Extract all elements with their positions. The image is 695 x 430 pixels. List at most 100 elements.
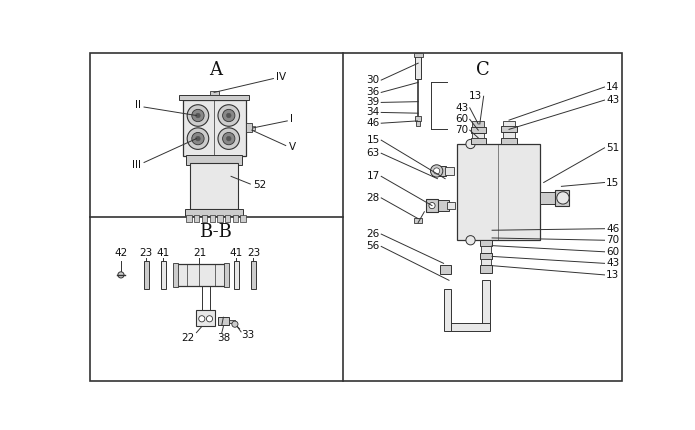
Bar [185, 209, 243, 215]
Circle shape [466, 139, 475, 149]
Circle shape [218, 128, 240, 149]
Bar [414, 53, 423, 57]
Bar [426, 200, 438, 212]
Circle shape [227, 113, 231, 118]
Circle shape [195, 136, 200, 141]
Bar [251, 261, 256, 289]
Bar [432, 166, 446, 176]
Text: 70: 70 [455, 125, 468, 135]
Bar [457, 144, 540, 240]
Text: I: I [291, 114, 293, 123]
Bar [209, 91, 219, 95]
Text: II: II [135, 101, 141, 111]
Text: 17: 17 [366, 171, 379, 181]
Bar [448, 323, 490, 331]
Circle shape [192, 132, 204, 145]
Circle shape [466, 236, 475, 245]
Circle shape [222, 109, 235, 122]
Bar [218, 215, 222, 222]
Bar [233, 215, 238, 222]
Circle shape [434, 168, 440, 174]
Circle shape [118, 272, 124, 278]
Bar [218, 317, 229, 325]
Text: 39: 39 [366, 98, 379, 108]
Text: 43: 43 [606, 95, 619, 105]
Bar [472, 121, 484, 127]
Text: 13: 13 [469, 91, 482, 101]
Bar [240, 215, 246, 222]
Text: 41: 41 [156, 248, 170, 258]
Bar [432, 200, 449, 211]
Circle shape [206, 316, 213, 322]
Text: 23: 23 [247, 248, 260, 258]
Text: C: C [476, 61, 490, 79]
Text: 41: 41 [230, 248, 243, 258]
Circle shape [192, 109, 204, 122]
Text: 34: 34 [366, 108, 379, 117]
Bar [175, 264, 227, 286]
Text: 46: 46 [606, 224, 619, 233]
Text: 60: 60 [606, 247, 619, 257]
Bar [448, 202, 455, 209]
Bar [482, 259, 491, 265]
Circle shape [187, 128, 208, 149]
Text: III: III [132, 160, 141, 170]
Circle shape [218, 105, 240, 126]
Circle shape [227, 136, 231, 141]
Bar [414, 218, 422, 223]
Circle shape [195, 113, 200, 118]
Circle shape [557, 192, 569, 204]
Circle shape [222, 132, 235, 145]
Text: 22: 22 [181, 333, 195, 344]
Bar [482, 280, 490, 325]
Bar [246, 123, 252, 132]
Bar [480, 265, 492, 273]
Bar [440, 265, 450, 274]
Bar [480, 252, 492, 259]
Text: V: V [289, 142, 296, 152]
Text: 23: 23 [140, 248, 153, 258]
Bar [229, 319, 235, 322]
Text: 28: 28 [366, 193, 379, 203]
Text: 38: 38 [218, 333, 231, 344]
Bar [183, 100, 246, 156]
Bar [503, 121, 515, 126]
Bar [179, 95, 249, 100]
Bar [144, 261, 149, 289]
Bar [471, 127, 486, 133]
Bar [503, 132, 515, 138]
Text: 42: 42 [114, 248, 128, 258]
Bar [173, 263, 178, 287]
Bar [186, 155, 242, 165]
Text: 26: 26 [366, 229, 379, 239]
Circle shape [429, 203, 435, 209]
Text: 43: 43 [606, 258, 619, 268]
Text: 15: 15 [366, 135, 379, 145]
Bar [234, 261, 239, 289]
Bar [482, 246, 491, 252]
Text: 14: 14 [606, 82, 619, 92]
Text: 15: 15 [606, 178, 619, 187]
Circle shape [232, 321, 238, 327]
Bar [471, 138, 486, 144]
Text: 63: 63 [366, 148, 379, 158]
Bar [224, 263, 229, 287]
Bar [540, 192, 555, 204]
Circle shape [199, 316, 205, 322]
Text: A: A [209, 61, 222, 79]
Bar [209, 215, 215, 222]
Bar [197, 310, 215, 326]
Text: 21: 21 [193, 248, 206, 258]
Bar [445, 167, 455, 175]
Circle shape [187, 105, 208, 126]
Text: 33: 33 [241, 329, 254, 340]
Text: 30: 30 [366, 75, 379, 85]
Text: 13: 13 [606, 270, 619, 280]
Text: 36: 36 [366, 87, 379, 98]
Bar [190, 163, 238, 209]
Bar [225, 215, 230, 222]
Text: 46: 46 [366, 118, 379, 128]
Bar [194, 215, 199, 222]
Bar [161, 261, 165, 289]
Circle shape [430, 165, 443, 177]
